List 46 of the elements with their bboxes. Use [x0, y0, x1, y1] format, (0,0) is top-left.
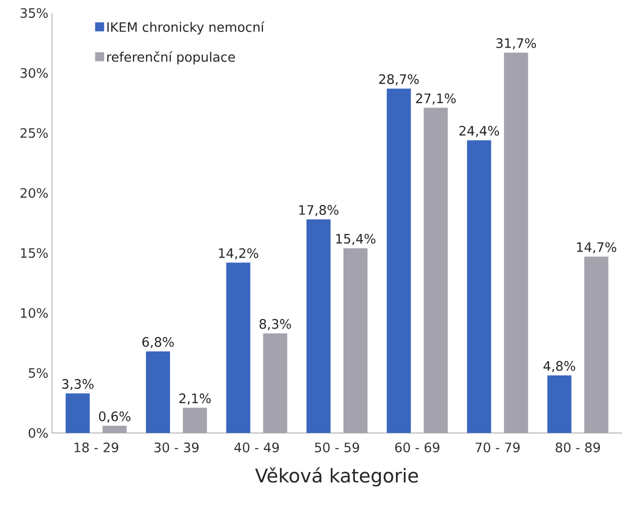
y-tick-label: 0% — [28, 428, 48, 438]
data-label: 27,1% — [416, 93, 456, 105]
bar — [182, 408, 207, 433]
x-tick-label: 50 - 59 — [314, 442, 360, 452]
bar — [424, 108, 448, 433]
bar — [66, 393, 90, 433]
data-label: 28,7% — [379, 74, 419, 86]
bar — [386, 88, 411, 433]
data-label: 15,4% — [336, 234, 376, 245]
data-label: 3,3% — [62, 379, 94, 390]
data-label: 0,6% — [98, 411, 130, 423]
data-label: 14,7% — [577, 242, 616, 254]
bar — [547, 375, 572, 433]
y-tick-label: 35% — [20, 8, 48, 18]
bar — [146, 351, 170, 433]
bar — [467, 140, 492, 433]
data-label: 4,8% — [543, 361, 576, 372]
data-label: 14,2% — [219, 248, 258, 260]
data-label: 24,4% — [459, 126, 500, 137]
legend-label: referenční populace — [107, 51, 235, 64]
data-label: 6,8% — [142, 337, 174, 348]
x-tick-label: 40 - 49 — [234, 442, 279, 452]
bar — [584, 256, 608, 433]
x-tick-label: 30 - 39 — [154, 442, 199, 452]
y-tick-label: 30% — [20, 68, 48, 78]
bar — [263, 333, 288, 433]
bar — [102, 426, 127, 433]
x-axis-title: Věková kategorie — [255, 467, 418, 486]
x-tick-label: 18 - 29 — [74, 442, 118, 452]
bar — [306, 219, 331, 433]
bar — [504, 52, 528, 433]
y-tick-label: 10% — [21, 308, 48, 318]
x-tick-label: 80 - 89 — [556, 442, 600, 452]
y-tick-label: 25% — [20, 128, 48, 138]
data-label: 31,7% — [496, 38, 536, 50]
legend-label: IKEM chronicky nemocní — [107, 21, 265, 34]
data-label: 2,1% — [179, 393, 211, 405]
bar — [226, 262, 250, 433]
data-label: 17,8% — [299, 205, 338, 216]
x-tick-label: 60 - 69 — [395, 442, 440, 452]
x-tick-label: 70 - 79 — [476, 442, 520, 452]
bar — [343, 248, 368, 433]
y-tick-label: 15% — [21, 248, 48, 258]
y-tick-label: 5% — [28, 368, 48, 378]
data-label: 8,3% — [260, 319, 291, 330]
y-tick-label: 20% — [20, 188, 48, 198]
